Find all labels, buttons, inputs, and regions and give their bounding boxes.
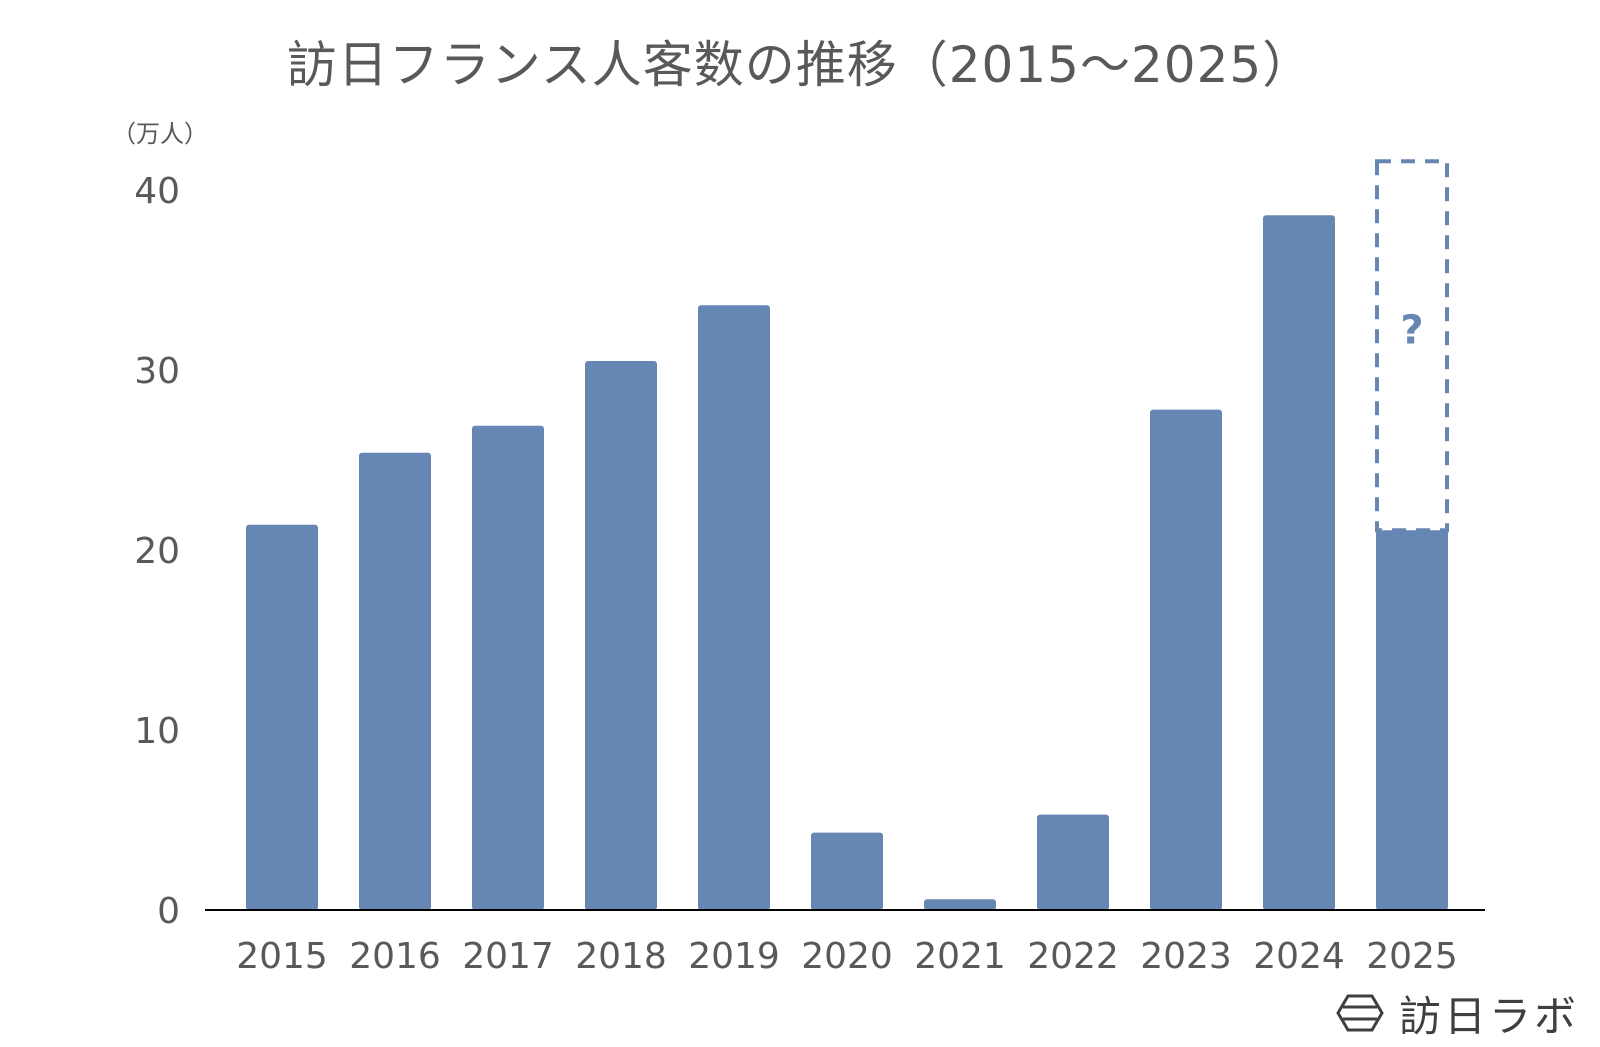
x-tick-label: 2018 <box>575 936 667 977</box>
bars-group <box>246 215 1448 910</box>
x-tick-label: 2016 <box>349 936 441 977</box>
y-tick-label: 20 <box>134 531 180 572</box>
bar-2023 <box>1150 409 1222 910</box>
chart-title: 訪日フランス人客数の推移（2015〜2025） <box>286 36 1314 94</box>
y-axis: （万人） 0 10 20 30 40 <box>112 120 208 932</box>
bar-2020 <box>811 832 883 910</box>
bar-2018 <box>585 361 657 910</box>
y-tick-label: 0 <box>157 891 180 932</box>
bar-2025 <box>1376 530 1448 910</box>
hexagon-logo-icon <box>1336 994 1384 1032</box>
x-tick-label: 2022 <box>1027 936 1119 977</box>
y-tick-label: 40 <box>134 171 180 212</box>
x-tick-label: 2017 <box>462 936 554 977</box>
x-tick-label: 2015 <box>236 936 328 977</box>
bar-2024 <box>1263 215 1335 910</box>
y-axis-label: （万人） <box>112 120 208 148</box>
bar-2017 <box>472 425 544 910</box>
y-tick-label: 10 <box>134 711 180 752</box>
bar-2016 <box>359 452 431 910</box>
x-tick-label: 2020 <box>801 936 893 977</box>
estimate-question-mark: ? <box>1400 307 1423 353</box>
bar-2015 <box>246 524 318 910</box>
bar-2019 <box>698 305 770 910</box>
brand-name: 訪日ラボ <box>1399 991 1580 1041</box>
estimate-group: ? <box>1375 159 1449 533</box>
y-tick-label: 30 <box>134 351 180 392</box>
brand-logo: 訪日ラボ <box>1335 985 1579 1041</box>
x-axis: 2015 2016 2017 2018 2019 2020 2021 2022 2023 2024… <box>205 909 1485 977</box>
x-tick-label: 2024 <box>1253 936 1345 977</box>
x-tick-label: 2021 <box>914 936 1006 977</box>
bar-2021 <box>924 899 996 910</box>
bar-2022 <box>1037 814 1109 910</box>
estimate-box <box>1375 159 1449 533</box>
x-tick-label: 2023 <box>1140 936 1232 977</box>
x-tick-label: 2019 <box>688 936 780 977</box>
x-tick-label: 2025 <box>1366 936 1458 977</box>
